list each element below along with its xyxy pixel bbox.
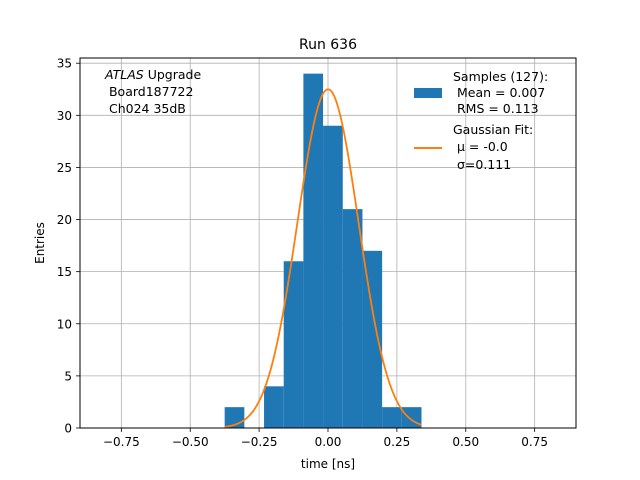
legend-swatch-samples <box>414 88 442 98</box>
chart-title: Run 636 <box>299 37 357 53</box>
x-tick-label: −0.50 <box>172 435 209 449</box>
annotation-line-3: Ch024 35dB <box>105 101 186 116</box>
annotation-line-1: ATLAS Upgrade <box>104 67 201 82</box>
y-axis-ticks: 0 5 10 15 20 25 30 35 <box>57 57 80 436</box>
gaussian-fit-curve <box>224 88 422 428</box>
annotation-line-2: Board187722 <box>105 84 193 99</box>
x-tick-label: −0.75 <box>103 435 140 449</box>
x-tick-label: 0.75 <box>521 435 548 449</box>
x-tick-label: 0.50 <box>452 435 479 449</box>
fit-line <box>224 88 422 428</box>
legend-samples-line-2: Mean = 0.007 <box>453 85 545 100</box>
y-tick-label: 25 <box>57 161 72 175</box>
y-tick-label: 20 <box>57 213 72 227</box>
legend: Samples (127): Mean = 0.007 RMS = 0.113 … <box>414 69 548 172</box>
x-tick-label: −0.25 <box>241 435 278 449</box>
annotation-atlas: ATLAS <box>104 67 144 82</box>
y-tick-label: 5 <box>64 369 72 383</box>
legend-samples-line-1: Samples (127): <box>453 69 548 84</box>
x-tick-label: 0.00 <box>315 435 342 449</box>
y-tick-label: 30 <box>57 109 72 123</box>
legend-fit-line-3: σ=0.111 <box>453 157 511 172</box>
histogram-bar <box>401 407 422 428</box>
histogram-bar <box>303 73 324 429</box>
x-axis-label: time [ns] <box>301 457 355 471</box>
annotation-upgrade: Upgrade <box>144 67 202 82</box>
legend-samples-line-3: RMS = 0.113 <box>453 101 539 116</box>
y-tick-label: 35 <box>57 57 72 71</box>
x-axis-ticks: −0.75 −0.50 −0.25 0.00 0.25 0.50 0.75 <box>103 428 548 449</box>
y-tick-label: 10 <box>57 317 72 331</box>
x-tick-label: 0.25 <box>384 435 411 449</box>
histogram-bar <box>323 125 343 429</box>
y-axis-label: Entries <box>33 222 47 264</box>
y-tick-label: 0 <box>64 422 72 436</box>
legend-fit-line-2: μ = -0.0 <box>453 139 508 154</box>
histogram-bars <box>224 73 422 429</box>
histogram-bar <box>362 250 383 428</box>
histogram-bar <box>342 209 363 428</box>
histogram-bar <box>264 386 284 428</box>
legend-fit-line-1: Gaussian Fit: <box>453 122 533 137</box>
y-tick-label: 15 <box>57 265 72 279</box>
histogram-bar <box>283 261 304 428</box>
histogram-bar <box>382 407 402 428</box>
atlas-annotation: ATLAS Upgrade Board187722 Ch024 35dB <box>104 67 201 116</box>
